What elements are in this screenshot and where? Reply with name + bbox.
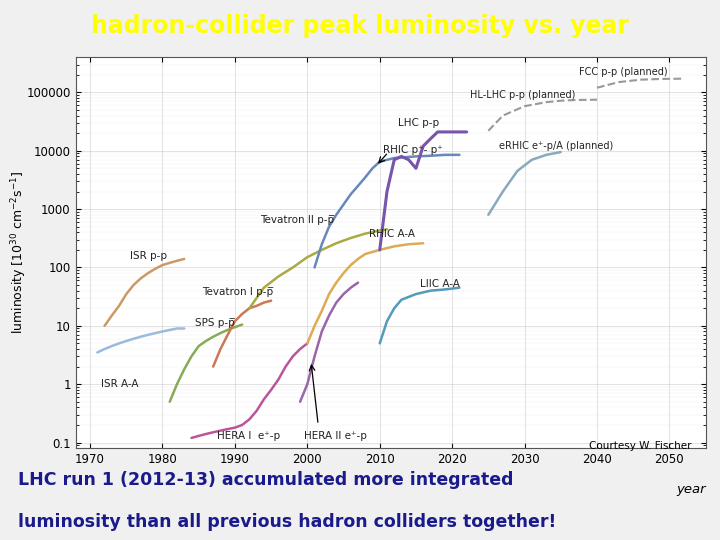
Text: Tevatron II p-p̅: Tevatron II p-p̅	[260, 215, 334, 225]
Text: LHC run 1 (2012-13) accumulated more integrated: LHC run 1 (2012-13) accumulated more int…	[18, 471, 513, 489]
Text: HL-LHC p-p (planned): HL-LHC p-p (planned)	[470, 90, 575, 100]
Text: hadron-collider peak luminosity vs. year: hadron-collider peak luminosity vs. year	[91, 14, 629, 38]
Text: LIIC A-A: LIIC A-A	[420, 279, 459, 289]
Text: LHC p-p: LHC p-p	[398, 118, 439, 128]
Text: SPS p-p̅: SPS p-p̅	[195, 319, 235, 328]
Text: HERA I  e⁺-p: HERA I e⁺-p	[217, 431, 280, 441]
Text: ISR p-p: ISR p-p	[130, 251, 167, 260]
Text: ISR A-A: ISR A-A	[101, 379, 138, 389]
Text: Tevatron I p-p̅: Tevatron I p-p̅	[202, 287, 274, 297]
Text: HERA II e⁺-p: HERA II e⁺-p	[304, 431, 366, 441]
Text: eRHIC e⁺-p/A (planned): eRHIC e⁺-p/A (planned)	[499, 141, 613, 151]
Text: RHIC A-A: RHIC A-A	[369, 230, 415, 239]
Text: luminosity than all previous hadron colliders together!: luminosity than all previous hadron coll…	[18, 512, 557, 531]
Text: RHIC p⁺- p⁺: RHIC p⁺- p⁺	[383, 145, 443, 154]
Text: Courtesy W. Fischer: Courtesy W. Fischer	[589, 441, 691, 451]
Text: luminosity $[10^{30}$ cm$^{-2}$s$^{-1}]$: luminosity $[10^{30}$ cm$^{-2}$s$^{-1}]$	[9, 171, 29, 334]
Text: FCC p-p (planned): FCC p-p (planned)	[579, 68, 667, 77]
Text: year: year	[676, 483, 706, 496]
